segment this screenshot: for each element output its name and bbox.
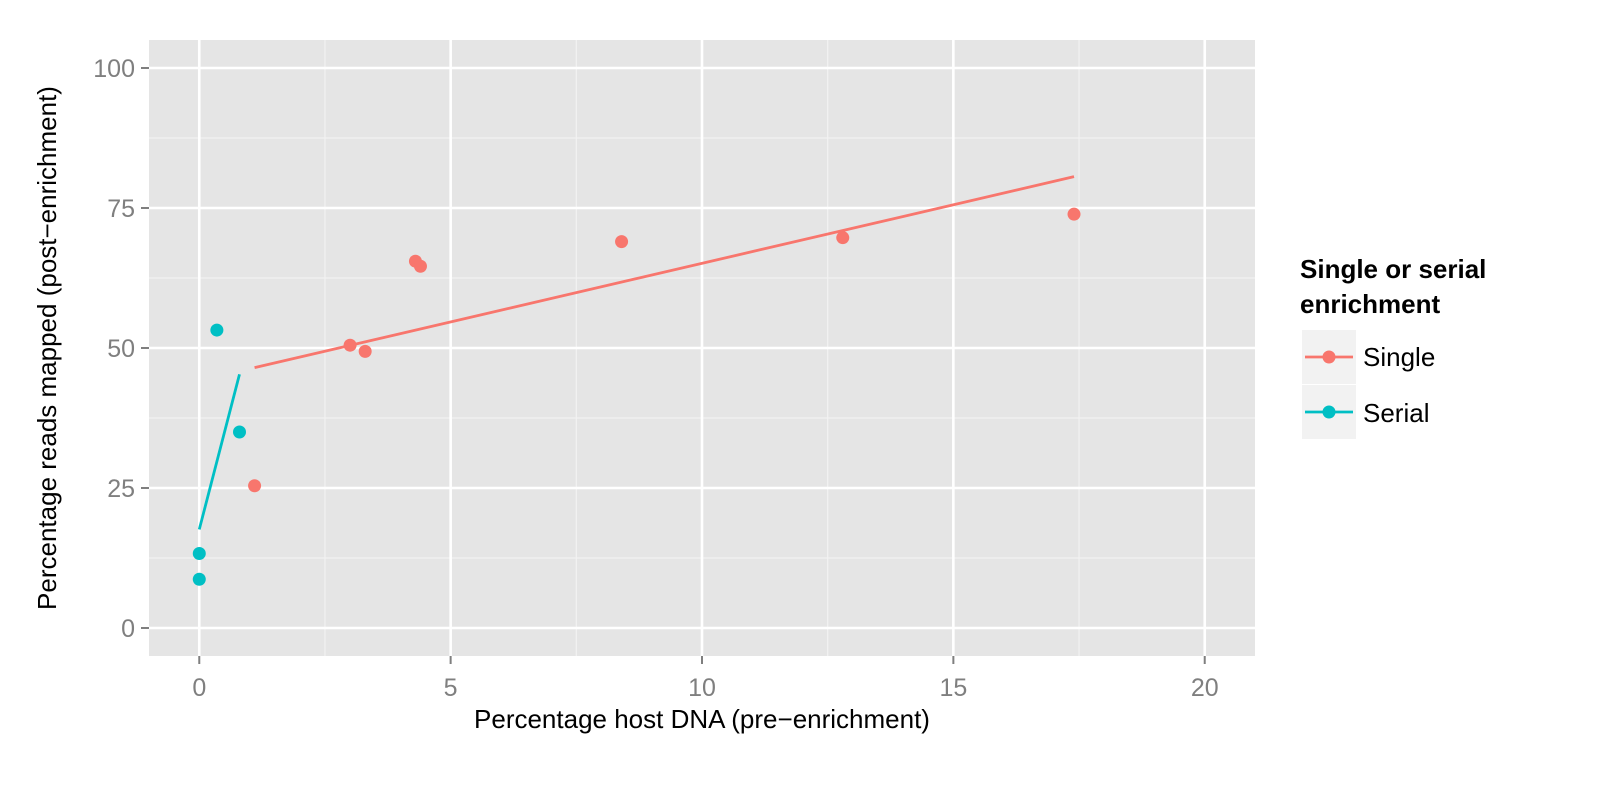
fit-line-serial <box>197 373 241 530</box>
legend-key-point <box>1322 350 1336 364</box>
legend-key-single <box>1302 330 1356 384</box>
legend-title-line-2: enrichment <box>1300 289 1440 319</box>
legend-key-point <box>1322 405 1336 419</box>
x-tick-label: 5 <box>444 674 458 702</box>
x-tick-label: 10 <box>688 674 716 702</box>
legend-title-line-1: Single or serial <box>1300 254 1486 284</box>
point-serial <box>192 547 206 561</box>
point-single <box>836 231 850 245</box>
point-serial <box>210 323 224 337</box>
y-tick-label: 25 <box>107 475 135 503</box>
legend-label-serial: Serial <box>1363 398 1429 428</box>
point-single <box>1067 207 1081 221</box>
data-points <box>192 207 1081 586</box>
x-tick-label: 20 <box>1191 674 1219 702</box>
point-single <box>413 259 427 273</box>
point-serial <box>232 425 246 439</box>
point-single <box>343 338 357 352</box>
y-tick-label: 75 <box>107 195 135 223</box>
y-tick-label: 0 <box>121 615 135 643</box>
fit-line-single <box>254 175 1075 369</box>
y-tick-label: 50 <box>107 335 135 363</box>
x-tick-label: 0 <box>192 674 206 702</box>
axes: 0 5 10 15 20 0 25 50 75 100 <box>93 55 1218 702</box>
y-tick-label: 100 <box>93 55 135 83</box>
fit-lines <box>197 175 1075 530</box>
point-single <box>358 344 372 358</box>
point-single <box>248 479 262 493</box>
legend-key-serial <box>1302 385 1356 439</box>
legend-keys <box>1302 330 1356 439</box>
legend-label-single: Single <box>1363 342 1435 372</box>
x-tick-label: 15 <box>939 674 967 702</box>
legend: Single or serial enrichment Single Seria… <box>1300 254 1486 439</box>
y-axis-title: Percentage reads mapped (post−enrichment… <box>32 86 62 610</box>
point-serial <box>192 572 206 586</box>
x-axis-title: Percentage host DNA (pre−enrichment) <box>474 704 930 734</box>
point-single <box>615 235 629 249</box>
